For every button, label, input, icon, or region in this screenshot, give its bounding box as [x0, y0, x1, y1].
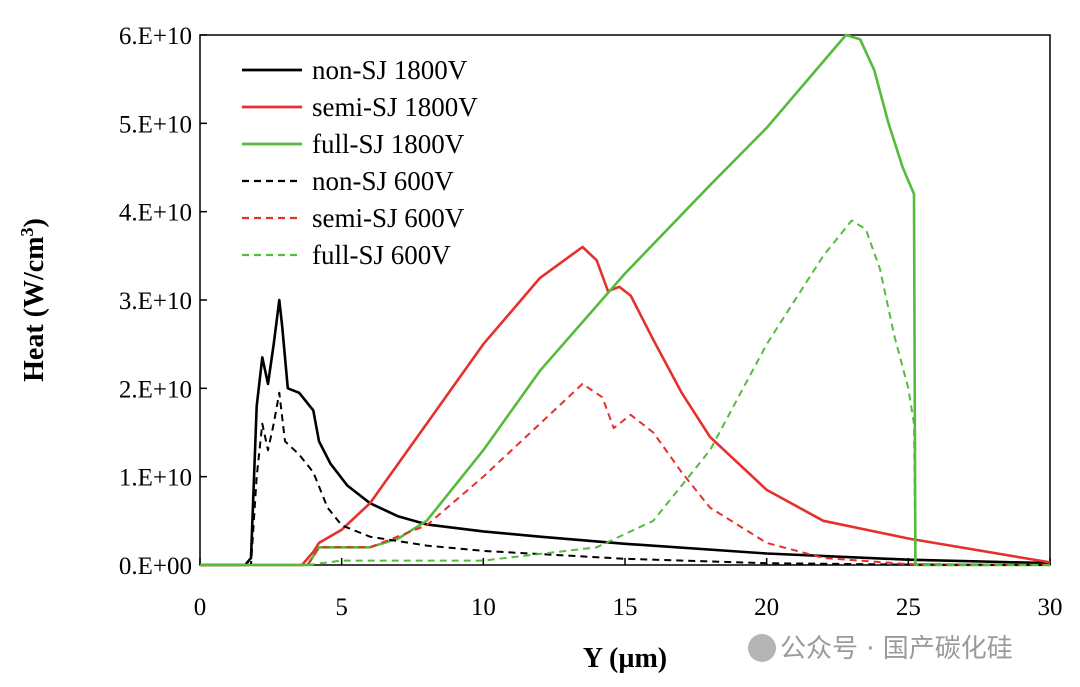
- x-tick-label: 5: [335, 594, 348, 621]
- watermark: 公众号 · 国产碳化硅: [748, 634, 1013, 664]
- legend-label: semi-SJ 1800V: [312, 92, 478, 122]
- y-axis-title-sup: 3: [17, 227, 37, 236]
- y-axis-title: Heat (W/cm3): [17, 218, 50, 382]
- series-line-2: [200, 245, 1051, 567]
- series-line-3: [200, 33, 1050, 567]
- series-line-4: [200, 391, 1051, 566]
- y-axis-ticks: 0.E+00 1.E+10 2.E+10 3.E+10 4.E+10 5.E+10 6.E+…: [119, 23, 207, 580]
- x-tick-label: 0: [194, 594, 207, 621]
- y-axis-title-close: ): [19, 218, 50, 227]
- legend-label: full-SJ 1800V: [312, 129, 465, 159]
- x-tick-label: 10: [471, 594, 496, 621]
- x-tick-label: 20: [754, 594, 779, 621]
- legend-label: non-SJ 600V: [312, 166, 454, 196]
- series-line-5: [200, 382, 1051, 566]
- legend: non-SJ 1800V semi-SJ 1800V full-SJ 1800V no…: [242, 55, 478, 270]
- x-tick-label: 15: [613, 594, 638, 621]
- x-tick-label: 25: [896, 594, 921, 621]
- y-tick-label: 1.E+10: [119, 465, 192, 492]
- watermark-logo-icon: [748, 634, 776, 662]
- series-lines: [200, 33, 1051, 567]
- x-tick-label: 30: [1038, 594, 1063, 621]
- y-tick-label: 3.E+10: [119, 288, 192, 315]
- x-axis-ticks: 0 5 10 15 20 25 30: [194, 558, 1063, 621]
- y-tick-label: 5.E+10: [119, 111, 192, 138]
- watermark-text: 公众号 · 国产碳化硅: [780, 634, 1013, 664]
- y-tick-label: 2.E+10: [119, 376, 192, 403]
- y-tick-label: 6.E+10: [119, 23, 192, 50]
- x-axis-title: Y (µm): [583, 643, 667, 674]
- series-line-6: [200, 219, 1050, 566]
- y-tick-label: 0.E+00: [119, 553, 192, 580]
- legend-label: non-SJ 1800V: [312, 55, 468, 85]
- y-axis-title-main: Heat (W/cm: [19, 236, 50, 381]
- y-tick-label: 4.E+10: [119, 200, 192, 227]
- legend-label: semi-SJ 600V: [312, 203, 465, 233]
- legend-label: full-SJ 600V: [312, 240, 451, 270]
- series-line-1: [200, 298, 1051, 567]
